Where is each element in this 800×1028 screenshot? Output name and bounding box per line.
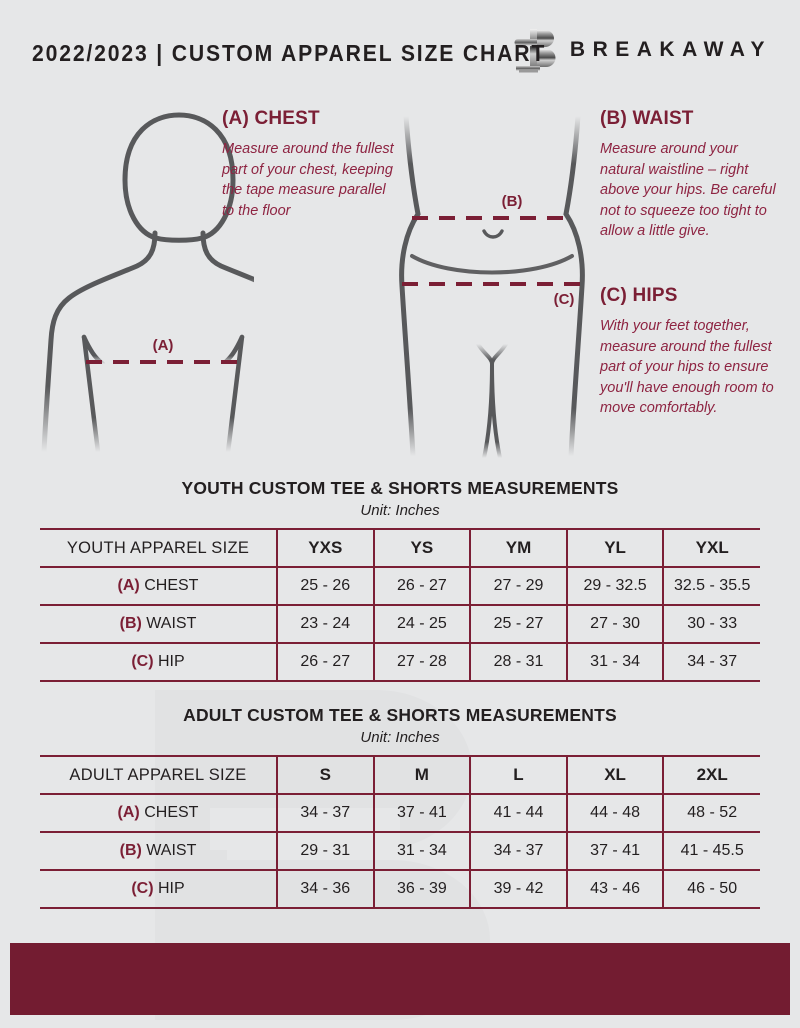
table-row: (A) CHEST 34 - 37 37 - 41 41 - 44 44 - 48 48 … [40,793,760,832]
size-column-header: L [470,755,568,794]
measurement-cell: 34 - 37 [663,642,760,682]
measurement-tag: (A) [117,804,140,821]
youth-table-head: YOUTH APPAREL SIZE YXS YS YM YL YXL [40,528,760,567]
table-row: (B) WAIST 29 - 31 31 - 34 34 - 37 37 - 41 41 … [40,831,760,870]
measurement-cell: 26 - 27 [277,642,375,682]
measurement-row-label: (A) CHEST [40,566,278,605]
measurement-row-label: (B) WAIST [40,831,278,870]
measurement-cell: 41 - 44 [470,793,568,832]
callout-chest-heading: (A) CHEST [222,108,320,129]
adult-table-body: (A) CHEST 34 - 37 37 - 41 41 - 44 44 - 48 48 … [40,793,760,909]
apparel-size-header: ADULT APPAREL SIZE [40,755,278,794]
measurement-cell: 32.5 - 35.5 [663,566,760,605]
callout-waist-heading: (B) WAIST [600,108,694,129]
page-header: 2022/2023 | CUSTOM APPAREL SIZE CHART [0,28,800,78]
measurement-cell: 48 - 52 [663,793,760,832]
measurement-cell: 36 - 39 [373,869,472,909]
measurement-tag: (C) [131,653,154,670]
size-column-header: YXL [663,528,760,567]
adult-table-head: ADULT APPAREL SIZE S M L XL 2XL [40,755,760,794]
measurement-cell: 26 - 27 [373,566,472,605]
youth-size-table: YOUTH APPAREL SIZE YXS YS YM YL YXL (A) CHEST… [40,528,760,682]
adult-size-table: ADULT APPAREL SIZE S M L XL 2XL (A) CHEST 34 -… [40,755,760,909]
callout-chest-body: Measure around the fullest part of your … [222,141,394,219]
table-row: (C) HIP 26 - 27 27 - 28 28 - 31 31 - 34 34 - … [40,642,760,682]
measurement-cell: 34 - 36 [277,869,375,909]
measurement-tag: (B) [119,842,142,859]
youth-table-block: YOUTH CUSTOM TEE & SHORTS MEASUREMENTS U… [40,478,760,682]
size-column-header: YM [470,528,568,567]
adult-table-title: ADULT CUSTOM TEE & SHORTS MEASUREMENTS [183,705,617,725]
brand-name: BREAKAWAY [569,38,772,61]
footer-bar [10,943,790,1015]
measurement-cell: 41 - 45.5 [663,831,760,870]
adult-table-block: ADULT CUSTOM TEE & SHORTS MEASUREMENTS U… [40,705,760,909]
waist-measure-label: (B) [502,193,523,210]
measurement-cell: 27 - 29 [470,566,568,605]
measurement-cell: 37 - 41 [566,831,665,870]
measurement-tag: (C) [131,880,154,897]
table-header-row: ADULT APPAREL SIZE S M L XL 2XL [40,755,760,794]
measurement-cell: 25 - 26 [277,566,375,605]
measurement-cell: 23 - 24 [277,604,375,643]
navel-icon [482,229,504,239]
youth-table-unit: Unit: Inches [360,502,440,519]
measurement-cell: 31 - 34 [566,642,665,682]
measurement-cell: 25 - 27 [470,604,568,643]
apparel-size-header: YOUTH APPAREL SIZE [40,528,278,567]
upper-body-figure: (A) [41,112,254,455]
table-row: (C) HIP 34 - 36 36 - 39 39 - 42 43 - 46 46 - … [40,869,760,909]
measurement-cell: 29 - 31 [277,831,375,870]
measurement-cell: 28 - 31 [470,642,568,682]
breakaway-b-monogram-icon [514,29,556,73]
table-row: (B) WAIST 23 - 24 24 - 25 25 - 27 27 - 30 30 … [40,604,760,643]
youth-table-title: YOUTH CUSTOM TEE & SHORTS MEASUREMENTS [181,478,619,498]
callout-chest: (A) CHEST Measure around the fullest par… [222,108,397,221]
youth-table-body: (A) CHEST 25 - 26 26 - 27 27 - 29 29 - 32.5 3… [40,566,760,682]
measurement-cell: 43 - 46 [566,869,665,909]
measurement-cell: 27 - 28 [373,642,472,682]
size-column-header: 2XL [663,755,760,794]
size-column-header: M [373,755,472,794]
measurement-row-label: (B) WAIST [40,604,278,643]
callout-hips: (C) HIPS With your feet together, measur… [600,285,780,419]
adult-table-unit: Unit: Inches [360,729,440,746]
measurement-cell: 27 - 30 [566,604,665,643]
size-column-header: YXS [277,528,375,567]
chest-measure-label: (A) [153,337,174,354]
measurement-cell: 34 - 37 [277,793,375,832]
size-column-header: XL [566,755,665,794]
callout-hips-heading: (C) HIPS [600,285,678,306]
page-title: 2022/2023 | CUSTOM APPAREL SIZE CHART [32,39,547,66]
size-column-header: YL [566,528,665,567]
measurement-cell: 46 - 50 [663,869,760,909]
measurement-cell: 24 - 25 [373,604,472,643]
measurement-row-label: (C) HIP [40,642,278,682]
measurement-cell: 37 - 41 [373,793,472,832]
table-row: (A) CHEST 25 - 26 26 - 27 27 - 29 29 - 32.5 3… [40,566,760,605]
callout-hips-body: With your feet together, measure around … [600,318,774,417]
measurement-cell: 30 - 33 [663,604,760,643]
measurement-cell: 31 - 34 [373,831,472,870]
callout-waist-body: Measure around your natural waistline – … [600,141,776,240]
measurement-tag: (A) [117,577,140,594]
brand-block: BREAKAWAY [512,26,772,74]
size-column-header: S [277,755,375,794]
measurement-cell: 39 - 42 [470,869,568,909]
lower-body-figure: (B) (C) [399,113,585,460]
measurement-row-label: (A) CHEST [40,793,278,832]
size-column-header: YS [373,528,472,567]
measurement-tag: (B) [119,615,142,632]
callout-waist: (B) WAIST Measure around your natural wa… [600,108,778,242]
measurement-cell: 34 - 37 [470,831,568,870]
measurement-cell: 29 - 32.5 [566,566,665,605]
table-header-row: YOUTH APPAREL SIZE YXS YS YM YL YXL [40,528,760,567]
hip-measure-label: (C) [554,291,575,308]
measurement-cell: 44 - 48 [566,793,665,832]
measurement-row-label: (C) HIP [40,869,278,909]
